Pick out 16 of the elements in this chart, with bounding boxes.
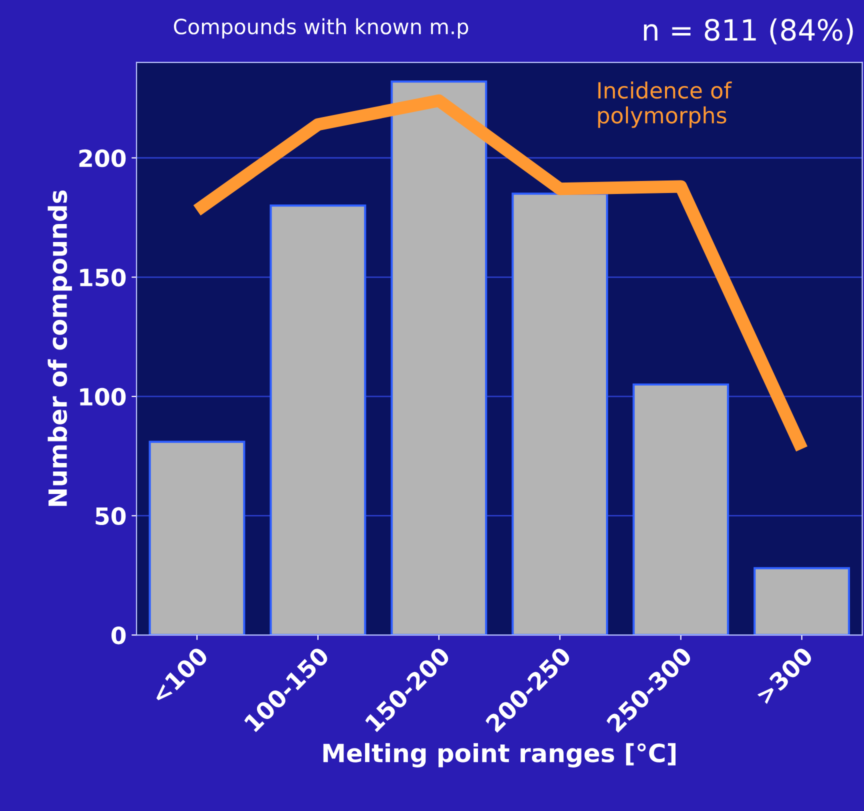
bar <box>270 204 366 636</box>
text: n = 811 (84%) <box>644 18 853 44</box>
y-tick-label: 0 <box>111 626 126 644</box>
bar <box>632 383 730 636</box>
y-tick-label: 50 <box>96 507 126 526</box>
y-tick-label: 150 <box>80 268 126 286</box>
x-axis-title: Melting point ranges [°C] <box>323 743 676 768</box>
bar <box>512 192 608 636</box>
y-tick-label: 200 <box>79 149 126 168</box>
y-axis-title: Number of compounds <box>48 190 72 506</box>
chart-title: Compounds with known m.p <box>174 18 468 38</box>
bar <box>390 80 488 636</box>
bar <box>754 567 850 636</box>
bar <box>148 440 246 636</box>
y-tick-label: 100 <box>80 388 126 406</box>
text: Incidence of polymorphs <box>598 82 732 128</box>
